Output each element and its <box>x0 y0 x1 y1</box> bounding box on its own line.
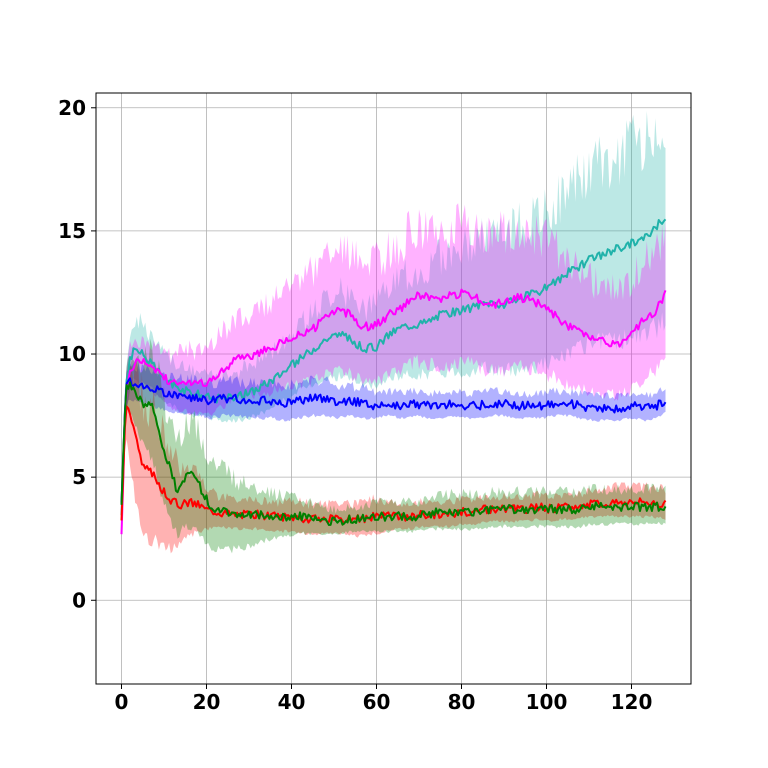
y-tick-label: 0 <box>72 588 86 612</box>
y-tick-label: 5 <box>72 465 86 489</box>
y-axis-ticks: 0 5 10 15 20 <box>58 96 96 612</box>
series-lines <box>120 218 667 535</box>
plot-frame <box>95 92 692 685</box>
x-tick-label: 120 <box>611 690 653 714</box>
x-axis-ticks: 0 20 40 60 80 100 120 <box>115 684 653 714</box>
x-tick-label: 100 <box>526 690 568 714</box>
y-tick-label: 15 <box>58 219 86 243</box>
x-tick-label: 20 <box>193 690 221 714</box>
x-tick-label: 0 <box>115 690 129 714</box>
series-3-band <box>121 359 666 554</box>
series-4-line <box>120 381 667 526</box>
series-4-band <box>121 338 666 554</box>
x-tick-label: 60 <box>363 690 391 714</box>
series-1-line <box>120 288 667 535</box>
x-tick-label: 40 <box>278 690 306 714</box>
x-tick-label: 80 <box>448 690 476 714</box>
series-2-band <box>121 362 666 507</box>
series-3-line <box>120 405 667 525</box>
series-2-line <box>120 377 667 503</box>
grid-lines <box>96 93 691 684</box>
y-tick-label: 20 <box>58 96 86 120</box>
y-tick-label: 10 <box>58 342 86 366</box>
series-1-band <box>121 203 666 542</box>
